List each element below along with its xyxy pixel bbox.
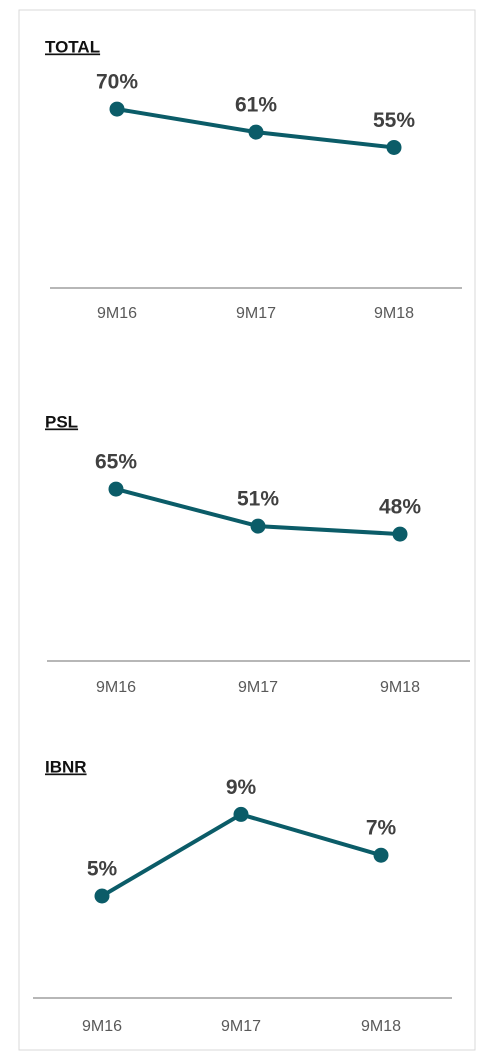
data-label: 65% — [95, 451, 137, 474]
data-label: 51% — [237, 488, 279, 511]
data-label: 48% — [379, 496, 421, 519]
x-tick-label: 9M16 — [82, 1018, 122, 1035]
point — [109, 101, 125, 117]
x-tick-label: 9M17 — [236, 305, 276, 322]
data-label: 5% — [87, 858, 118, 881]
chart-title: IBNR — [45, 757, 87, 776]
x-tick-label: 9M17 — [238, 679, 278, 696]
point — [248, 124, 264, 140]
x-tick-label: 9M17 — [221, 1018, 261, 1035]
x-tick-label: 9M18 — [380, 679, 420, 696]
point — [373, 847, 389, 863]
panel-border — [18, 9, 476, 1051]
data-label: 9% — [226, 776, 257, 799]
line — [100, 812, 382, 898]
x-tick-label: 9M18 — [374, 305, 414, 322]
point — [250, 518, 266, 534]
x-tick-label: 9M16 — [97, 305, 137, 322]
data-label: 7% — [366, 817, 397, 840]
data-label: 61% — [235, 94, 277, 117]
point — [108, 481, 124, 497]
x-tick-label: 9M16 — [96, 679, 136, 696]
point — [386, 139, 402, 155]
chart-title: PSL — [45, 412, 78, 431]
x-tick-label: 9M18 — [361, 1018, 401, 1035]
data-label: 70% — [96, 71, 138, 94]
point — [233, 806, 249, 822]
point — [94, 888, 110, 904]
point — [392, 526, 408, 542]
chart-title: TOTAL — [45, 37, 100, 56]
data-label: 55% — [373, 109, 415, 132]
